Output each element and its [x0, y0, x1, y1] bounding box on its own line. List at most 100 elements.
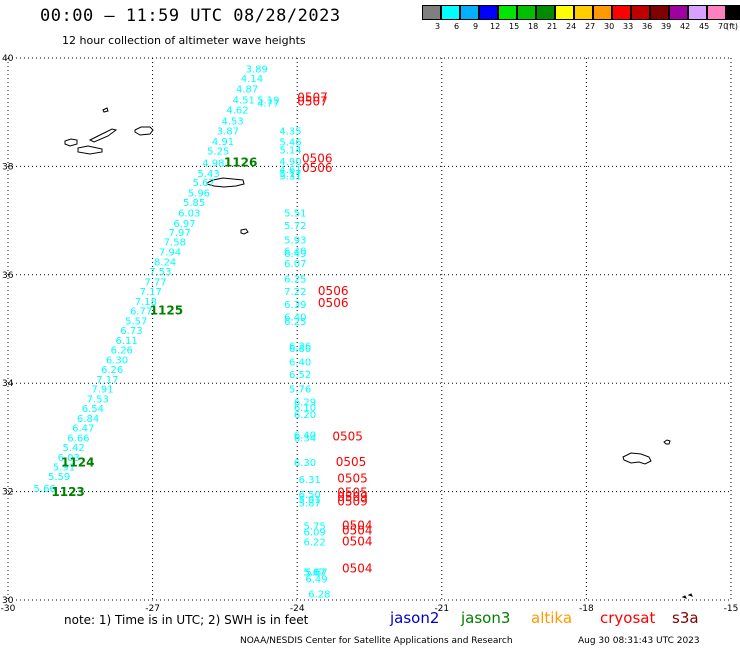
lat-tick-label: 36: [2, 271, 14, 281]
color-swatch: [422, 5, 441, 20]
scale-label: 27: [585, 22, 596, 31]
swh-value: 5.17: [279, 169, 301, 180]
swh-value: 4.91: [212, 137, 234, 148]
color-swatch: [650, 5, 669, 20]
swh-value: 4.98: [202, 159, 224, 170]
swh-value: 5.93: [284, 236, 306, 247]
island-pico: [77, 145, 103, 155]
cryosat-time: 0506: [318, 296, 349, 310]
lat-tick-label: 32: [2, 488, 13, 498]
swh-value: 6.20: [294, 410, 316, 421]
island-porto-santo: [663, 439, 671, 445]
swh-value: 6.30: [294, 458, 316, 469]
swh-value: 6.31: [299, 475, 321, 486]
jason3-time-labels: 1126 1125 1124 1123: [51, 156, 257, 500]
swh-value: 6.07: [284, 259, 306, 270]
swh-value: 7.17: [140, 287, 162, 298]
footer-credit: NOAA/NESDIS Center for Satellite Applica…: [240, 636, 513, 646]
scale-label: 3: [435, 22, 441, 31]
swh-value: 4.51: [233, 96, 255, 107]
color-swatch: [460, 5, 479, 20]
swh-value: 6.30: [106, 355, 128, 366]
scale-label: 45: [699, 22, 710, 31]
cryosat-time: 0506: [318, 284, 349, 298]
s3a-time-labels: 0507050705060506050605060505050505050505…: [297, 91, 372, 576]
swh-value: 5.96: [188, 188, 210, 199]
lat-tick-label: 34: [2, 379, 14, 389]
swh-value: 5.31: [279, 172, 301, 183]
cryosat-time: 0509: [337, 494, 368, 508]
cryosat-time: 0505: [337, 472, 368, 486]
swh-value: 4.53: [222, 116, 244, 127]
island-santa-maria: [240, 228, 249, 235]
scale-label: 70: [718, 22, 729, 31]
color-swatch: [536, 5, 555, 20]
cryosat-time: 0506: [302, 151, 333, 165]
legend-altika: altika: [531, 609, 573, 627]
scale-unit: (ft): [726, 22, 739, 31]
jason3-time: 1123: [51, 485, 84, 499]
color-scale-labels: 3 6 9 12 15 18 21 24 27 30 33 36 39 42 45 70 (ft): [422, 22, 740, 32]
lon-tick-label: -30: [1, 604, 16, 614]
legend-note: note: 1) Time is in UTC; 2) SWH is in fe…: [64, 613, 309, 627]
color-swatch: [631, 5, 650, 20]
swh-value: 4.14: [241, 74, 263, 85]
page-subtitle: 12 hour collection of altimeter wave hei…: [62, 34, 306, 47]
jason3-time: 1126: [224, 156, 257, 170]
swh-value: 5.87: [299, 498, 321, 509]
swh-value: 4.90: [279, 157, 301, 168]
swh-value: 7.22: [284, 287, 306, 298]
island-faial: [64, 138, 78, 147]
swh-value: 5.91: [53, 463, 75, 474]
swh-value: 6.49: [284, 249, 306, 260]
lon-tick-label: -24: [290, 604, 305, 614]
swh-value: 6.80: [289, 344, 311, 355]
page-title: 00:00 — 11:59 UTC 08/28/2023: [40, 6, 341, 26]
cryosat-time: 0505: [337, 486, 368, 500]
coastline: [64, 107, 693, 599]
color-scale-bar: [422, 5, 740, 20]
cryosat-time: 0504: [342, 534, 373, 548]
color-swatch: [707, 5, 726, 20]
swh-value: 5.72: [284, 221, 306, 232]
island-madeira: [622, 452, 652, 465]
swh-value: 6.84: [77, 414, 99, 425]
color-swatch: [441, 5, 460, 20]
lat-tick-label: 30: [2, 596, 14, 606]
swh-value: 6.22: [303, 537, 325, 548]
swh-value: 5.66: [34, 484, 56, 495]
color-swatch: [688, 5, 707, 20]
swh-value: 7.91: [91, 385, 113, 396]
lon-tick-label: -21: [434, 604, 449, 614]
swh-value: 7.53: [149, 267, 171, 278]
island-flores-corvo: [102, 107, 109, 113]
swh-value: 3.87: [217, 127, 239, 138]
swh-value: 6.26: [111, 346, 133, 357]
cryosat-time: 0506: [302, 161, 333, 175]
swh-value: 5.59: [48, 472, 70, 483]
swh-value: 5.91: [299, 495, 321, 506]
lon-tick-label: -27: [145, 604, 160, 614]
swh-value: 6.26: [289, 341, 311, 352]
color-swatch: [612, 5, 631, 20]
island-sao-jorge: [88, 128, 118, 143]
swh-value: 6.77: [130, 307, 152, 318]
swh-value: 6.25: [284, 317, 306, 328]
jason3-time: 1125: [150, 304, 183, 318]
swh-labels-end: 5.676.49 6.28: [305, 567, 330, 600]
lat-lon-grid: -30 -27 -24 -21 -18 -15 40 38 36 34 32 30: [1, 54, 739, 614]
island-selvagens: [681, 593, 693, 599]
swh-value: 5.67: [303, 567, 325, 578]
scale-label: 9: [473, 22, 479, 31]
swh-value: 6.66: [67, 433, 89, 444]
lon-tick-label: -18: [579, 604, 594, 614]
swh-value: 6.29: [294, 398, 316, 409]
swh-value: 6.09: [303, 528, 325, 539]
swh-value: 7.97: [169, 228, 191, 239]
color-swatch: [593, 5, 612, 20]
color-swatch: [726, 5, 740, 20]
cryosat-time: 0504: [342, 524, 373, 538]
scale-label: 6: [454, 22, 460, 31]
legend-jason2: jason2: [390, 609, 440, 627]
swh-value: 7.77: [144, 277, 166, 288]
